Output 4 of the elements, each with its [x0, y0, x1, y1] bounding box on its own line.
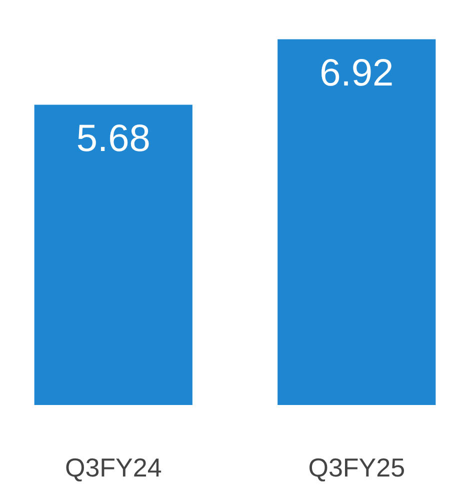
- data-label: 5.68: [76, 118, 150, 160]
- x-tick-label: Q3FY24: [64, 452, 162, 482]
- data-label: 6.92: [320, 52, 394, 94]
- x-tick-label: Q3FY25: [308, 452, 406, 482]
